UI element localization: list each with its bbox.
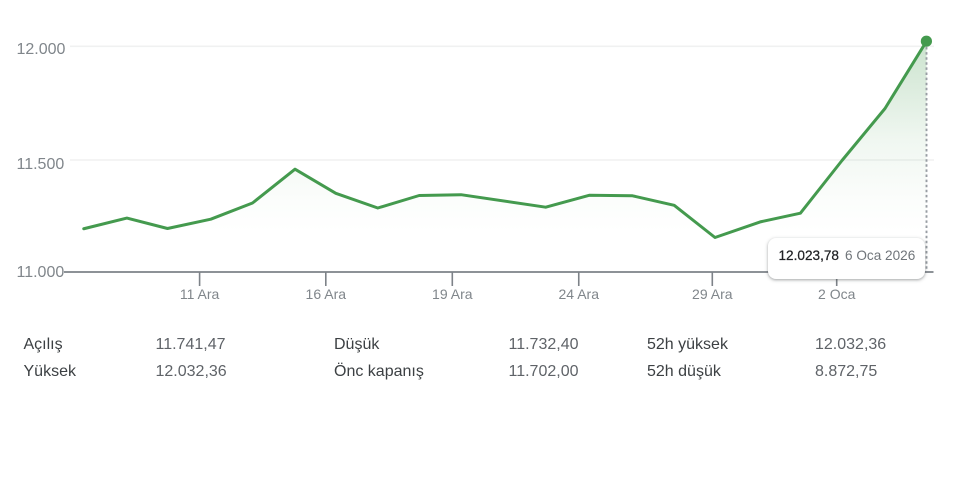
- svg-text:8.872,75: 8.872,75: [815, 363, 877, 380]
- svg-text:11.702,00: 11.702,00: [509, 363, 579, 380]
- svg-text:16 Ara: 16 Ara: [306, 286, 347, 302]
- svg-text:2 Oca: 2 Oca: [818, 286, 856, 302]
- svg-text:24 Ara: 24 Ara: [559, 286, 600, 302]
- svg-text:11.500: 11.500: [17, 156, 65, 173]
- svg-text:11 Ara: 11 Ara: [180, 286, 220, 302]
- svg-text:11.732,40: 11.732,40: [509, 336, 579, 353]
- svg-text:11.741,47: 11.741,47: [156, 336, 226, 353]
- svg-text:Düşük: Düşük: [334, 336, 380, 353]
- svg-text:29 Ara: 29 Ara: [692, 286, 733, 302]
- svg-text:12.032,36: 12.032,36: [156, 363, 227, 380]
- svg-text:Yüksek: Yüksek: [24, 363, 77, 380]
- svg-text:12.032,36: 12.032,36: [815, 336, 886, 353]
- svg-text:Önc kapanış: Önc kapanış: [334, 362, 424, 380]
- svg-text:Açılış: Açılış: [24, 336, 63, 353]
- svg-text:11.000: 11.000: [17, 264, 65, 281]
- svg-text:12.000: 12.000: [17, 41, 66, 58]
- svg-text:19 Ara: 19 Ara: [432, 286, 473, 302]
- svg-text:52h düşük: 52h düşük: [647, 363, 722, 380]
- svg-text:52h yüksek: 52h yüksek: [647, 336, 729, 353]
